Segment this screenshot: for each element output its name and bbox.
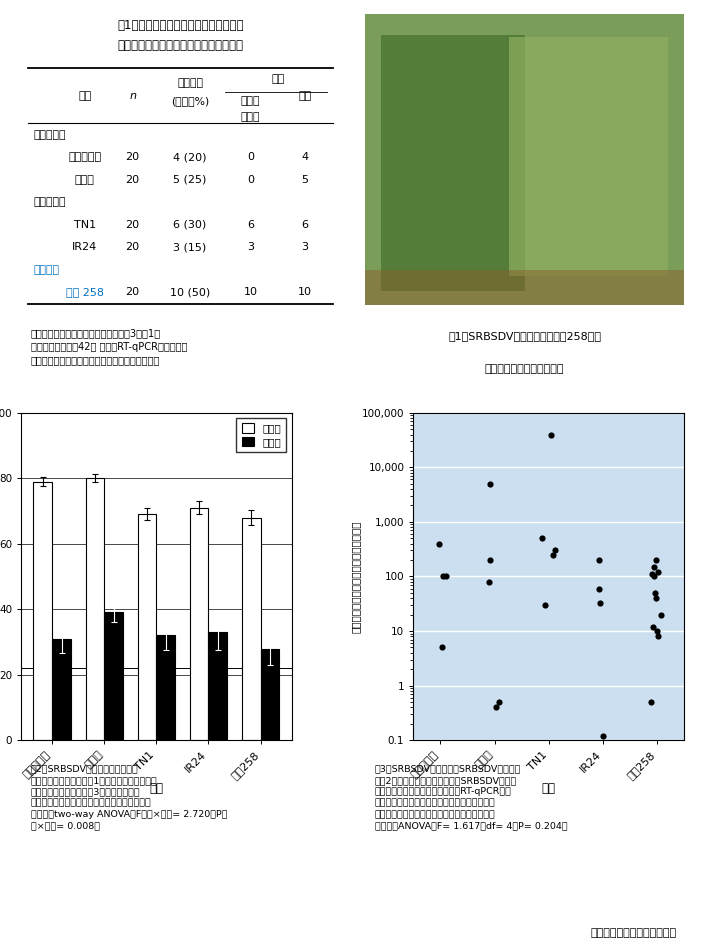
Point (597, 729, 608, 744)
Text: インディカ: インディカ (34, 197, 66, 208)
Bar (157, 635, 175, 740)
Bar (190, 508, 209, 740)
Point (655, 607, 666, 622)
Text: 感染株数: 感染株数 (177, 77, 203, 88)
Text: 葉先の: 葉先の (241, 96, 260, 107)
Bar (209, 632, 227, 740)
Text: ジャポニカ: ジャポニカ (34, 129, 66, 140)
Text: 品種: 品種 (78, 91, 92, 101)
Point (441, 569, 452, 584)
Text: 10: 10 (243, 287, 257, 297)
Point (645, 695, 656, 710)
Point (549, 543, 560, 558)
Text: IR24: IR24 (72, 243, 97, 252)
Text: ポット植えのイネ幼苗に保毒オス成虫3頭を1週
間放飼し、放飼後42日 目に、RT-qPCR法によるウ
イルス感染、目視による病徴の有無を調査した。: ポット植えのイネ幼苗に保毒オス成虫3頭を1週 間放飼し、放飼後42日 目に、RT… (31, 329, 187, 365)
Bar (365, 270, 684, 305)
Bar (104, 613, 123, 740)
Text: TN1: TN1 (74, 220, 96, 229)
Bar (33, 481, 52, 740)
Point (433, 536, 444, 551)
X-axis label: 品種: 品種 (149, 782, 164, 795)
Point (537, 531, 548, 546)
Text: 20: 20 (125, 287, 140, 297)
Point (649, 569, 660, 584)
Point (652, 629, 663, 644)
Point (546, 427, 557, 442)
Point (650, 552, 661, 567)
Text: 病徴発現における水稲の品種間差: 病徴発現における水稲の品種間差 (118, 39, 243, 52)
Bar (52, 639, 71, 740)
Text: 6: 6 (247, 220, 254, 229)
Text: 10: 10 (298, 287, 312, 297)
Point (593, 582, 604, 597)
Text: 10 (50): 10 (50) (170, 287, 210, 297)
Text: ヒノヒカリ: ヒノヒカリ (68, 152, 102, 162)
Y-axis label: ウイルスコピー数（対イネアクチン比）: ウイルスコピー数（対イネアクチン比） (350, 520, 360, 632)
Point (539, 598, 551, 613)
Point (593, 552, 604, 567)
Text: （松倉啓一郎，　松村正哉）: （松倉啓一郎， 松村正哉） (591, 928, 677, 938)
Text: 萎縮: 萎縮 (298, 91, 312, 101)
X-axis label: 品種: 品種 (541, 782, 556, 795)
Point (483, 574, 494, 589)
Point (594, 596, 606, 611)
Text: 20: 20 (125, 152, 140, 162)
Point (547, 548, 558, 563)
Point (436, 640, 448, 655)
Legend: 健全株, 感染株: 健全株, 感染株 (236, 418, 286, 452)
Text: みられる葉先のねじれ: みられる葉先のねじれ (485, 364, 564, 374)
Text: 4: 4 (301, 152, 308, 162)
Bar (137, 514, 157, 740)
Point (651, 623, 663, 638)
Text: 20: 20 (125, 175, 140, 185)
Text: 図3　SRBSDV感染株内のSRBSDVコピー数
　図2で得られた感染株の葉中のSRBSDVカプシ
ドタンパク質遺伝子のコピー数をRT-qPCR法で
定量した。: 図3 SRBSDV感染株内のSRBSDVコピー数 図2で得られた感染株の葉中のS… (375, 765, 568, 831)
Point (484, 552, 496, 567)
Bar (85, 479, 104, 740)
Text: 3 (15): 3 (15) (173, 243, 207, 252)
Bar (242, 517, 261, 740)
Text: 日本晴: 日本晴 (75, 175, 94, 185)
Point (490, 700, 501, 715)
Point (647, 619, 658, 634)
Text: 日印交雑: 日印交雑 (34, 265, 60, 275)
Point (493, 695, 505, 710)
Text: 0: 0 (247, 175, 254, 185)
Point (653, 565, 664, 580)
Text: 表1　イネ南方黒すじ萎縮病の感染率と: 表1 イネ南方黒すじ萎縮病の感染率と (117, 19, 244, 31)
Point (649, 560, 660, 575)
Text: n: n (129, 91, 136, 101)
Text: 3: 3 (301, 243, 308, 252)
Text: (感染率%): (感染率%) (171, 96, 209, 107)
Point (649, 585, 661, 600)
Text: 図2　SRBSDVに感染した株の草丈
　ウイルス接種方法は表1と同じ。健全株には対
照として非保毒オス成虫3頭を放飼した。
　草丈に対する品種とウイルス感染の交: 図2 SRBSDVに感染した株の草丈 ウイルス接種方法は表1と同じ。健全株には対… (31, 765, 227, 831)
Text: 4 (20): 4 (20) (173, 152, 207, 162)
Point (651, 591, 662, 606)
Text: 5: 5 (301, 175, 308, 185)
Text: 5 (25): 5 (25) (173, 175, 207, 185)
Text: 3: 3 (247, 243, 254, 252)
Text: 0: 0 (247, 152, 254, 162)
Text: 病徴: 病徴 (271, 74, 284, 84)
Bar (508, 38, 668, 276)
Text: 6: 6 (301, 220, 308, 229)
Text: 水原 258: 水原 258 (66, 287, 104, 297)
Text: ねじれ: ねじれ (241, 112, 260, 122)
Bar (261, 649, 279, 740)
Bar (381, 35, 525, 291)
Text: 20: 20 (125, 243, 140, 252)
Point (484, 476, 496, 491)
Text: 図1　SRBSDVに感染した「水原258」で: 図1 SRBSDVに感染した「水原258」で (448, 331, 601, 342)
Text: 6 (30): 6 (30) (173, 220, 207, 229)
Point (646, 566, 658, 582)
Point (438, 569, 449, 584)
Text: 20: 20 (125, 220, 140, 229)
